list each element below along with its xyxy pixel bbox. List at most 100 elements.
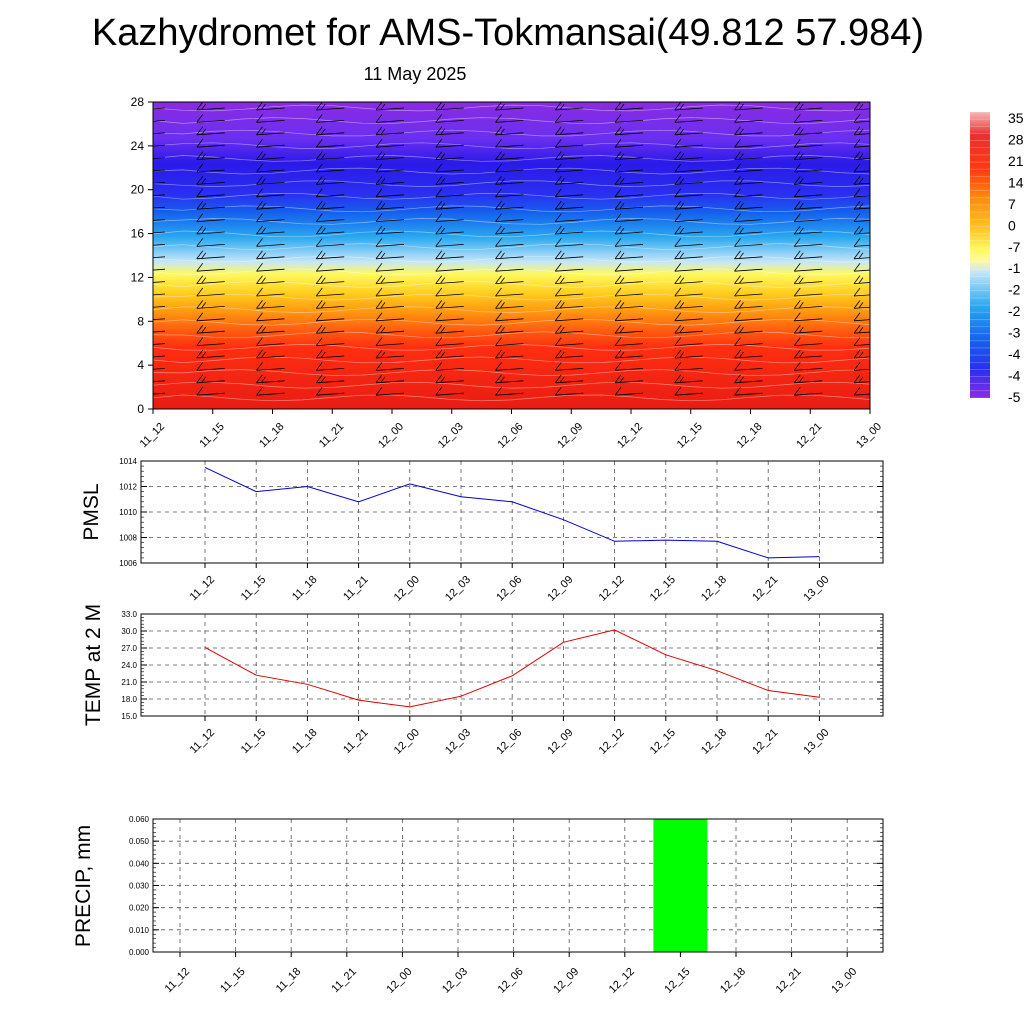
wind-barb-feather: [793, 287, 801, 297]
wind-barb-shaft: [435, 392, 464, 396]
wind-barb: [793, 138, 823, 148]
wind-barb-shaft: [495, 281, 524, 284]
wind-barb: [793, 151, 823, 160]
wind-barb-feather: [315, 102, 323, 111]
wind-barb-feather: [196, 200, 204, 210]
contour-line: [153, 243, 870, 250]
wind-barb-feather: [201, 227, 207, 234]
wind-barb-shaft: [153, 256, 166, 259]
wind-barb-feather: [500, 227, 505, 234]
wind-barb-shaft: [375, 330, 405, 334]
wind-barb-feather: [674, 250, 682, 260]
contour-line: [153, 218, 870, 225]
colorbar-label: -4: [1008, 368, 1021, 384]
wind-barb: [674, 151, 703, 160]
wind-barb-shaft: [256, 132, 285, 136]
wind-barb: [196, 300, 225, 309]
wind-barb-shaft: [614, 368, 644, 371]
wind-barb: [196, 250, 225, 260]
wind-barb: [614, 151, 644, 160]
wind-barb: [435, 337, 464, 346]
wind-barb: [614, 300, 644, 309]
heatmap-x-tick-label: 12_06: [496, 421, 526, 451]
wind-barb: [196, 374, 225, 384]
wind-barb: [435, 225, 464, 235]
wind-barb: [853, 151, 870, 160]
wind-barb: [375, 114, 405, 123]
wind-barb: [614, 324, 644, 334]
wind-barb-feather: [196, 324, 204, 334]
wind-barb-shaft: [734, 244, 763, 247]
contour-line: [153, 394, 870, 402]
wind-barb-shaft: [614, 169, 644, 173]
wind-barb-feather: [858, 103, 864, 110]
wind-barb: [435, 176, 464, 185]
wind-barb-feather: [679, 277, 685, 284]
wind-barb-shaft: [435, 219, 464, 222]
wind-barb-feather: [858, 202, 864, 209]
x-tick-label: 12_15: [648, 574, 678, 604]
wind-barb-feather: [734, 163, 741, 173]
wind-barb: [315, 250, 345, 260]
wind-barb-feather: [734, 262, 741, 272]
wind-barb-feather: [435, 126, 443, 136]
contour-line: [153, 104, 870, 112]
wind-barb: [614, 275, 644, 284]
wind-barb-shaft: [196, 120, 225, 123]
wind-barb: [853, 213, 870, 222]
wind-barb-shaft: [316, 355, 345, 359]
wind-barb-shaft: [734, 144, 763, 148]
wind-barb-feather: [614, 386, 622, 396]
contour-line: [153, 306, 870, 313]
wind-barb-feather: [793, 188, 801, 198]
temp-panel: 15.0 18.0 21.0 24.0 27.0 30.0 33.0 11_12 11_15 11…: [82, 604, 884, 757]
wind-barb-feather: [679, 202, 685, 209]
wind-barb-feather: [435, 176, 443, 185]
wind-barb-shaft: [375, 244, 405, 247]
wind-barb: [435, 300, 464, 309]
y-tick-label: 0.020: [129, 904, 150, 913]
wind-barb-feather: [196, 312, 204, 322]
wind-barb-shaft: [794, 144, 823, 148]
wind-barb-feather: [320, 351, 326, 358]
wind-barb-feather: [196, 188, 204, 198]
wind-barb-feather: [196, 386, 204, 396]
wind-barb: [495, 200, 524, 210]
wind-barb-feather: [798, 376, 804, 383]
wind-barb: [734, 238, 763, 247]
wind-barb-feather: [261, 351, 266, 358]
wind-barb: [554, 287, 584, 297]
wind-barb-shaft: [555, 132, 584, 136]
wind-barb-shaft: [734, 132, 763, 136]
wind-barb-shaft: [674, 293, 703, 297]
wind-barb: [375, 374, 405, 384]
wind-barb: [153, 380, 166, 383]
x-tick-label: 12_18: [699, 574, 729, 604]
heatmap-x-tick-label: 12_03: [436, 421, 466, 451]
wind-barb-feather: [375, 114, 383, 123]
wind-barb: [614, 138, 644, 148]
wind-barb: [435, 238, 464, 247]
wind-barb: [554, 324, 584, 334]
wind-barb-feather: [739, 227, 744, 234]
wind-barb: [614, 126, 644, 136]
wind-barb: [375, 275, 405, 284]
contour-line: [153, 142, 870, 149]
wind-barb-shaft: [435, 120, 464, 123]
wind-barb-shaft: [435, 107, 464, 111]
wind-barb-shaft: [495, 120, 524, 123]
wind-barb-shaft: [375, 144, 405, 148]
heatmap-y-tick-label: 28: [131, 95, 145, 109]
x-tick-label: 12_03: [443, 574, 473, 604]
x-tick-label: 12_09: [545, 574, 575, 604]
wind-barb-feather: [858, 153, 864, 160]
wind-barb-shaft: [153, 206, 166, 209]
wind-barb: [554, 188, 584, 198]
wind-barb-shaft: [674, 343, 703, 346]
y-tick-label: 1006: [119, 559, 137, 568]
wind-barb-feather: [375, 349, 383, 359]
wind-barb: [256, 138, 285, 148]
wind-barb-feather: [440, 178, 446, 185]
wind-barb-shaft: [256, 355, 285, 359]
wind-barb-feather: [256, 386, 263, 396]
